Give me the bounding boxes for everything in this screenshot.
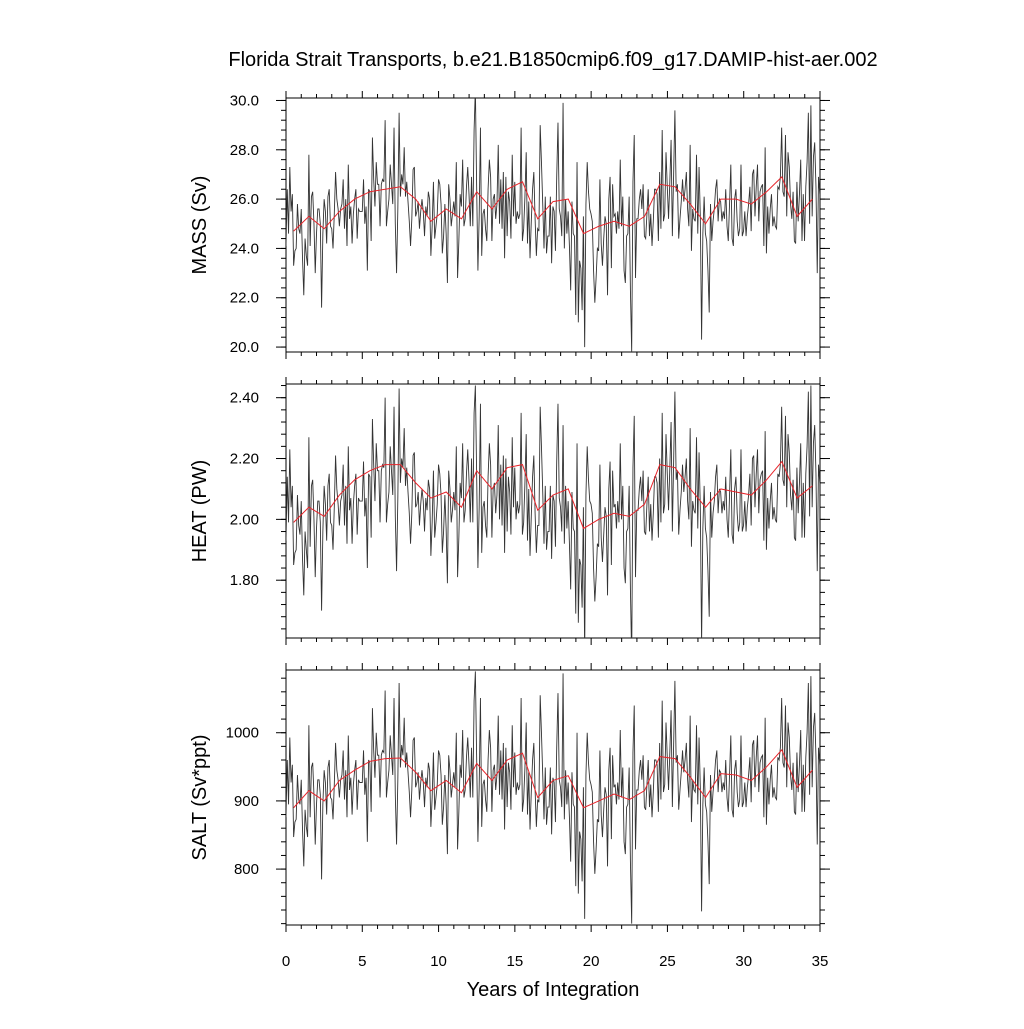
annual-mean-line [293,460,813,530]
y-tick-label: 30.0 [230,92,259,109]
x-tick-label: 10 [430,953,447,970]
y-tick-label: 24.0 [230,240,259,257]
monthly-series-line [286,671,820,924]
x-tick-label: 25 [659,953,676,970]
plot-frame [285,97,821,353]
y-tick-label: 2.40 [230,390,259,407]
y-tick-label: 26.0 [230,191,259,208]
x-tick-label: 15 [507,953,524,970]
annual-mean-line [293,176,813,235]
y-tick-label: 2.00 [230,511,259,528]
y-tick-label: 1.80 [230,572,259,589]
panel-2: 1.80 2.00 2.20 2.40 HEAT (PW) [189,377,830,645]
monthly-series-line [286,385,820,638]
annual-mean-line [293,748,813,809]
x-tick-label: 5 [358,953,366,970]
monthly-series-line [286,98,820,352]
x-tick-label: 30 [735,953,752,970]
x-tick-label: 0 [282,953,290,970]
panel-1: 20.0 22.0 24.0 26.0 28.0 30.0 MASS (Sv) [189,91,830,359]
y-tick-label: 1000 [226,725,259,742]
panels-group: 20.0 22.0 24.0 26.0 28.0 30.0 MASS (Sv) 1.80 2.0… [189,91,830,970]
plot-frame [285,383,821,639]
y-tick-label: 2.20 [230,451,259,468]
y-axis-label: HEAT (PW) [189,460,211,563]
y-axis-label: MASS (Sv) [189,176,211,275]
y-tick-label: 800 [234,861,259,878]
x-tick-label: 35 [812,953,829,970]
panel-3: 800 900 1000 SALT (Sv*ppt) [189,663,830,932]
y-tick-label: 900 [234,793,259,810]
x-tick-label: 20 [583,953,600,970]
y-tick-label: 28.0 [230,142,259,159]
y-tick-label: 22.0 [230,290,259,307]
x-axis-label: Years of Integration [467,979,640,1001]
chart-title: Florida Strait Transports, b.e21.B1850cm… [228,49,877,71]
y-axis-label: SALT (Sv*ppt) [189,735,211,861]
y-tick-label: 20.0 [230,339,259,356]
